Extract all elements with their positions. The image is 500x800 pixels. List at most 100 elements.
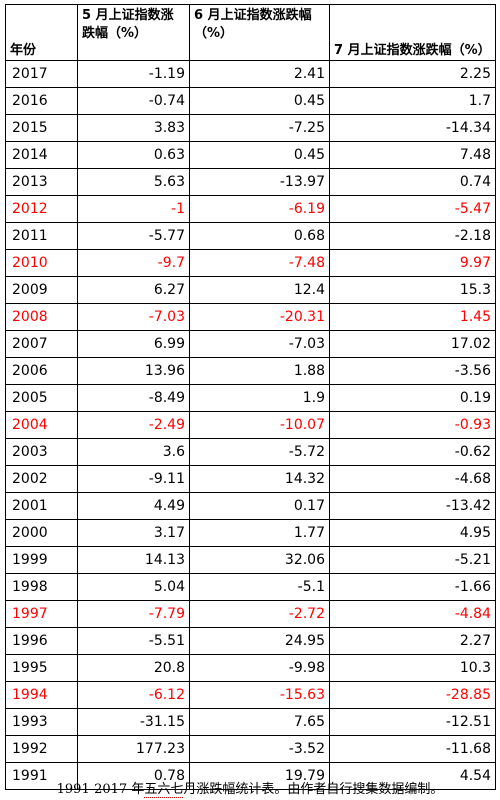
june-cell: -20.31 xyxy=(189,303,330,331)
june-cell: -10.07 xyxy=(189,411,330,439)
may-cell: 0.78 xyxy=(77,762,190,790)
year-cell: 1997 xyxy=(5,600,78,628)
table-row: 1997 -7.79 -2.72 -4.84 xyxy=(5,600,496,628)
june-cell: -15.63 xyxy=(189,681,330,709)
may-cell: -7.03 xyxy=(77,303,190,331)
july-cell: 7.48 xyxy=(329,141,496,169)
june-cell: -5.1 xyxy=(189,573,330,601)
table-row: 2015 3.83 -7.25 -14.34 xyxy=(5,114,496,142)
july-cell: -5.47 xyxy=(329,195,496,223)
june-cell: -7.48 xyxy=(189,249,330,277)
june-cell: -13.97 xyxy=(189,168,330,196)
june-cell: 7.65 xyxy=(189,708,330,736)
july-cell: -12.51 xyxy=(329,708,496,736)
table-caption: 1991-2017 年五六七月涨跌幅统计表。由作者自行搜集数据编制。 xyxy=(0,778,500,798)
table-row: 2001 4.49 0.17 -13.42 xyxy=(5,492,496,520)
year-cell: 2006 xyxy=(5,357,78,385)
year-cell: 2012 xyxy=(5,195,78,223)
june-cell: 24.95 xyxy=(189,627,330,655)
july-cell: 10.3 xyxy=(329,654,496,682)
july-cell: 2.25 xyxy=(329,60,496,88)
year-cell: 1999 xyxy=(5,546,78,574)
june-cell: 0.45 xyxy=(189,87,330,115)
july-cell: 9.97 xyxy=(329,249,496,277)
july-cell: -11.68 xyxy=(329,735,496,763)
may-cell: 3.6 xyxy=(77,438,190,466)
june-cell: -7.25 xyxy=(189,114,330,142)
table-row: 2007 6.99 -7.03 17.02 xyxy=(5,330,496,358)
may-cell: 13.96 xyxy=(77,357,190,385)
table-row: 2016 -0.74 0.45 1.7 xyxy=(5,87,496,115)
june-cell: 1.77 xyxy=(189,519,330,547)
july-cell: -4.84 xyxy=(329,600,496,628)
may-cell: 5.04 xyxy=(77,573,190,601)
june-cell: -2.72 xyxy=(189,600,330,628)
july-cell: -5.21 xyxy=(329,546,496,574)
june-cell: -3.52 xyxy=(189,735,330,763)
may-cell: 4.49 xyxy=(77,492,190,520)
may-cell: -1 xyxy=(77,195,190,223)
year-cell: 2001 xyxy=(5,492,78,520)
july-cell: -3.56 xyxy=(329,357,496,385)
june-cell: 0.17 xyxy=(189,492,330,520)
table-row: 1991 0.78 19.79 4.54 xyxy=(5,762,496,790)
year-cell: 2017 xyxy=(5,60,78,88)
table-row: 2010 -9.7 -7.48 9.97 xyxy=(5,249,496,277)
year-cell: 1996 xyxy=(5,627,78,655)
table-row: 1993 -31.15 7.65 -12.51 xyxy=(5,708,496,736)
july-cell: 4.95 xyxy=(329,519,496,547)
may-cell: -8.49 xyxy=(77,384,190,412)
table-row: 2002 -9.11 14.32 -4.68 xyxy=(5,465,496,493)
may-cell: -9.7 xyxy=(77,249,190,277)
table-row: 1995 20.8 -9.98 10.3 xyxy=(5,654,496,682)
year-cell: 2005 xyxy=(5,384,78,412)
table-row: 2017 -1.19 2.41 2.25 xyxy=(5,60,496,88)
header-june: 6 月上证指数涨跌幅（%） xyxy=(189,4,330,61)
year-cell: 2010 xyxy=(5,249,78,277)
year-cell: 1992 xyxy=(5,735,78,763)
july-cell: -4.68 xyxy=(329,465,496,493)
year-cell: 2014 xyxy=(5,141,78,169)
may-cell: 3.83 xyxy=(77,114,190,142)
may-cell: 177.23 xyxy=(77,735,190,763)
may-cell: 6.27 xyxy=(77,276,190,304)
june-cell: -6.19 xyxy=(189,195,330,223)
year-cell: 1994 xyxy=(5,681,78,709)
year-cell: 2016 xyxy=(5,87,78,115)
june-cell: 2.41 xyxy=(189,60,330,88)
table-row: 2012 -1 -6.19 -5.47 xyxy=(5,195,496,223)
year-cell: 2000 xyxy=(5,519,78,547)
july-cell: 1.7 xyxy=(329,87,496,115)
table-row: 2011 -5.77 0.68 -2.18 xyxy=(5,222,496,250)
may-cell: 0.63 xyxy=(77,141,190,169)
june-cell: 0.45 xyxy=(189,141,330,169)
year-cell: 2011 xyxy=(5,222,78,250)
year-cell: 2002 xyxy=(5,465,78,493)
may-cell: -1.19 xyxy=(77,60,190,88)
july-cell: -14.34 xyxy=(329,114,496,142)
year-cell: 1995 xyxy=(5,654,78,682)
table-row: 1994 -6.12 -15.63 -28.85 xyxy=(5,681,496,709)
july-cell: -0.93 xyxy=(329,411,496,439)
may-cell: -7.79 xyxy=(77,600,190,628)
year-cell: 1991 xyxy=(5,762,78,790)
table-row: 2003 3.6 -5.72 -0.62 xyxy=(5,438,496,466)
header-year: 年份 xyxy=(5,4,78,61)
year-cell: 2003 xyxy=(5,438,78,466)
june-cell: 1.9 xyxy=(189,384,330,412)
may-cell: 14.13 xyxy=(77,546,190,574)
table-row: 1999 14.13 32.06 -5.21 xyxy=(5,546,496,574)
july-cell: 0.19 xyxy=(329,384,496,412)
june-cell: 0.68 xyxy=(189,222,330,250)
caption-prefix: 1991-2017 年 xyxy=(56,782,145,797)
table-row: 1998 5.04 -5.1 -1.66 xyxy=(5,573,496,601)
may-cell: -9.11 xyxy=(77,465,190,493)
table-row: 2000 3.17 1.77 4.95 xyxy=(5,519,496,547)
year-cell: 2009 xyxy=(5,276,78,304)
may-cell: -0.74 xyxy=(77,87,190,115)
table-row: 2014 0.63 0.45 7.48 xyxy=(5,141,496,169)
may-cell: -2.49 xyxy=(77,411,190,439)
year-cell: 2013 xyxy=(5,168,78,196)
june-cell: -9.98 xyxy=(189,654,330,682)
june-cell: 12.4 xyxy=(189,276,330,304)
